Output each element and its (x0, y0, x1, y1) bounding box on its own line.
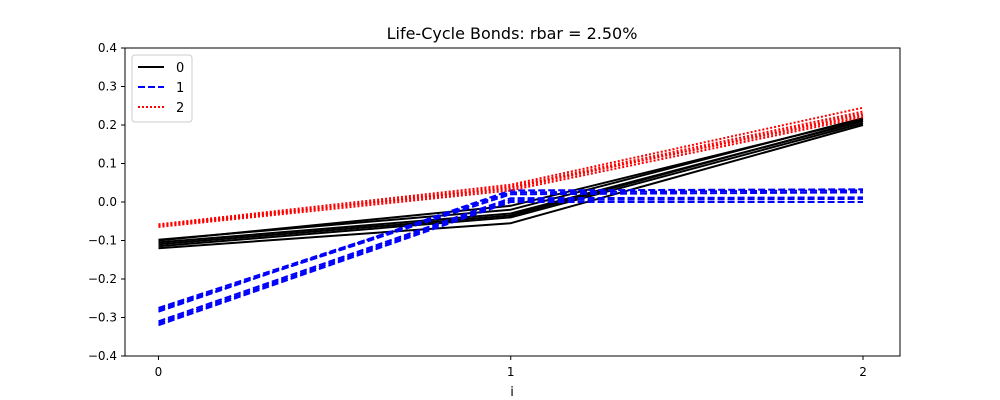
series-2 (158, 106, 864, 228)
x-tick-label-0: 0 (155, 365, 163, 379)
series-1-line-1 (158, 197, 864, 325)
y-tick-label-7: 0.3 (98, 80, 117, 94)
y-tick-label-8: 0.4 (98, 41, 117, 55)
x-tick-label-2: 2 (859, 365, 867, 379)
series-0-line-4 (158, 117, 864, 241)
y-tick-label-6: 0.2 (98, 118, 117, 132)
series-2-line-1 (158, 112, 864, 227)
series-0-line-0 (158, 124, 864, 250)
y-tick-label-3: −0.1 (88, 234, 117, 248)
series-0-line-1 (158, 122, 864, 248)
series-2-line-0 (158, 116, 864, 228)
series-1-line-0 (158, 201, 863, 327)
y-tick-label-2: −0.2 (88, 272, 117, 286)
x-axis-label: i (510, 385, 514, 400)
series-1-line-5 (158, 188, 864, 313)
legend: 0 1 2 (131, 54, 193, 123)
series-2-line-3 (158, 106, 864, 226)
legend-label-2: 2 (176, 101, 184, 116)
legend-label-0: 0 (176, 61, 184, 76)
chart-title: Life-Cycle Bonds: rbar = 2.50% (387, 24, 638, 43)
y-tick-label-0: −0.4 (88, 349, 117, 363)
x-tick-label-1: 1 (507, 365, 515, 379)
y-tick-label-4: 0.0 (98, 195, 117, 209)
series-2-line-4 (158, 114, 864, 227)
series-1-line-2 (158, 196, 864, 323)
series-0 (158, 117, 864, 250)
axes-layer: 0 1 2 −0.4 −0.3 −0.2 −0.1 0.0 0.1 0.2 0.3 0.4 (88, 41, 867, 379)
series-0-line-5 (158, 119, 864, 246)
series-1 (158, 188, 864, 327)
series-layer (158, 106, 864, 327)
y-tick-label-1: −0.3 (88, 311, 117, 325)
legend-box (131, 54, 193, 123)
series-1-line-4 (158, 189, 864, 309)
legend-label-1: 1 (176, 81, 184, 96)
y-tick-label-5: 0.1 (98, 157, 117, 171)
